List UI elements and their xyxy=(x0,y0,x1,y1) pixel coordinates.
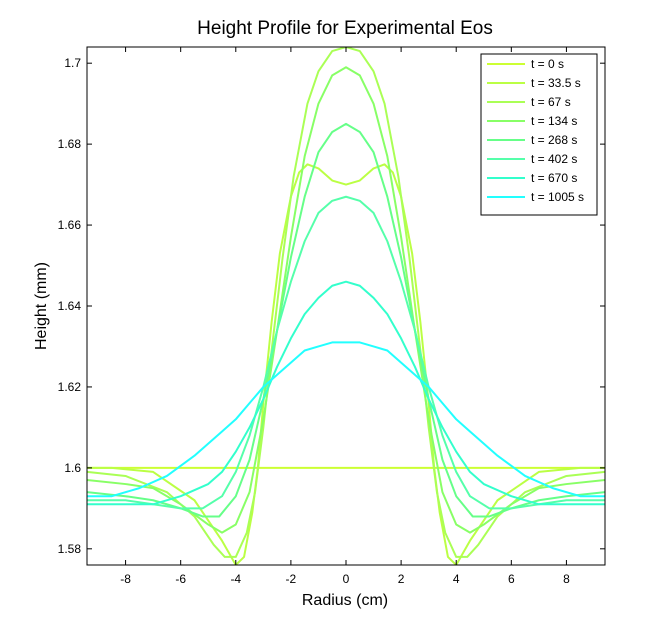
legend: t = 0 s t = 33.5 s t = 67 s t = 134 s t = 26… xyxy=(480,53,598,216)
ticks-layer: -8 -6 -4 -2 0 2 4 6 8 1.58 1.6 1.62 1.64 1.66 1.68 1.7 xyxy=(58,47,605,586)
series-line-4 xyxy=(87,122,605,518)
x-tick-label: 4 xyxy=(453,572,460,586)
legend-label-0: t = 0 s xyxy=(531,57,564,71)
x-axis-label: Radius (cm) xyxy=(302,592,388,609)
x-tick-label: -8 xyxy=(120,572,131,586)
x-tick-label: -6 xyxy=(175,572,186,586)
y-tick-label: 1.62 xyxy=(58,380,82,394)
y-tick-label: 1.58 xyxy=(58,542,82,556)
x-tick-label: 6 xyxy=(508,572,515,586)
series-line-3 xyxy=(87,66,605,534)
x-tick-label: -4 xyxy=(230,572,241,586)
series-line-6 xyxy=(87,280,605,506)
y-tick-label: 1.64 xyxy=(58,299,82,313)
legend-label-4: t = 268 s xyxy=(531,133,577,147)
series-line-5 xyxy=(87,195,605,510)
chart-title: Height Profile for Experimental Eos xyxy=(197,18,493,39)
legend-label-2: t = 67 s xyxy=(531,95,571,109)
legend-label-1: t = 33.5 s xyxy=(531,76,581,90)
y-tick-label: 1.66 xyxy=(58,218,82,232)
x-tick-label: 0 xyxy=(343,572,350,586)
legend-label-5: t = 402 s xyxy=(531,152,577,166)
series-layer xyxy=(87,47,605,565)
series-line-7 xyxy=(87,341,605,498)
legend-label-7: t = 1005 s xyxy=(531,190,584,204)
series-line-2 xyxy=(87,47,605,558)
legend-box xyxy=(480,53,598,216)
y-tick-label: 1.6 xyxy=(64,461,81,475)
series-line-1 xyxy=(87,163,605,565)
x-tick-label: 2 xyxy=(398,572,405,586)
y-tick-label: 1.68 xyxy=(58,137,82,151)
x-tick-label: -2 xyxy=(286,572,297,586)
x-tick-label: 8 xyxy=(563,572,570,586)
plot-frame xyxy=(86,46,606,566)
y-tick-label: 1.7 xyxy=(64,56,81,70)
legend-label-3: t = 134 s xyxy=(531,114,577,128)
y-axis-label: Height (mm) xyxy=(33,262,50,350)
legend-label-6: t = 670 s xyxy=(531,171,577,185)
